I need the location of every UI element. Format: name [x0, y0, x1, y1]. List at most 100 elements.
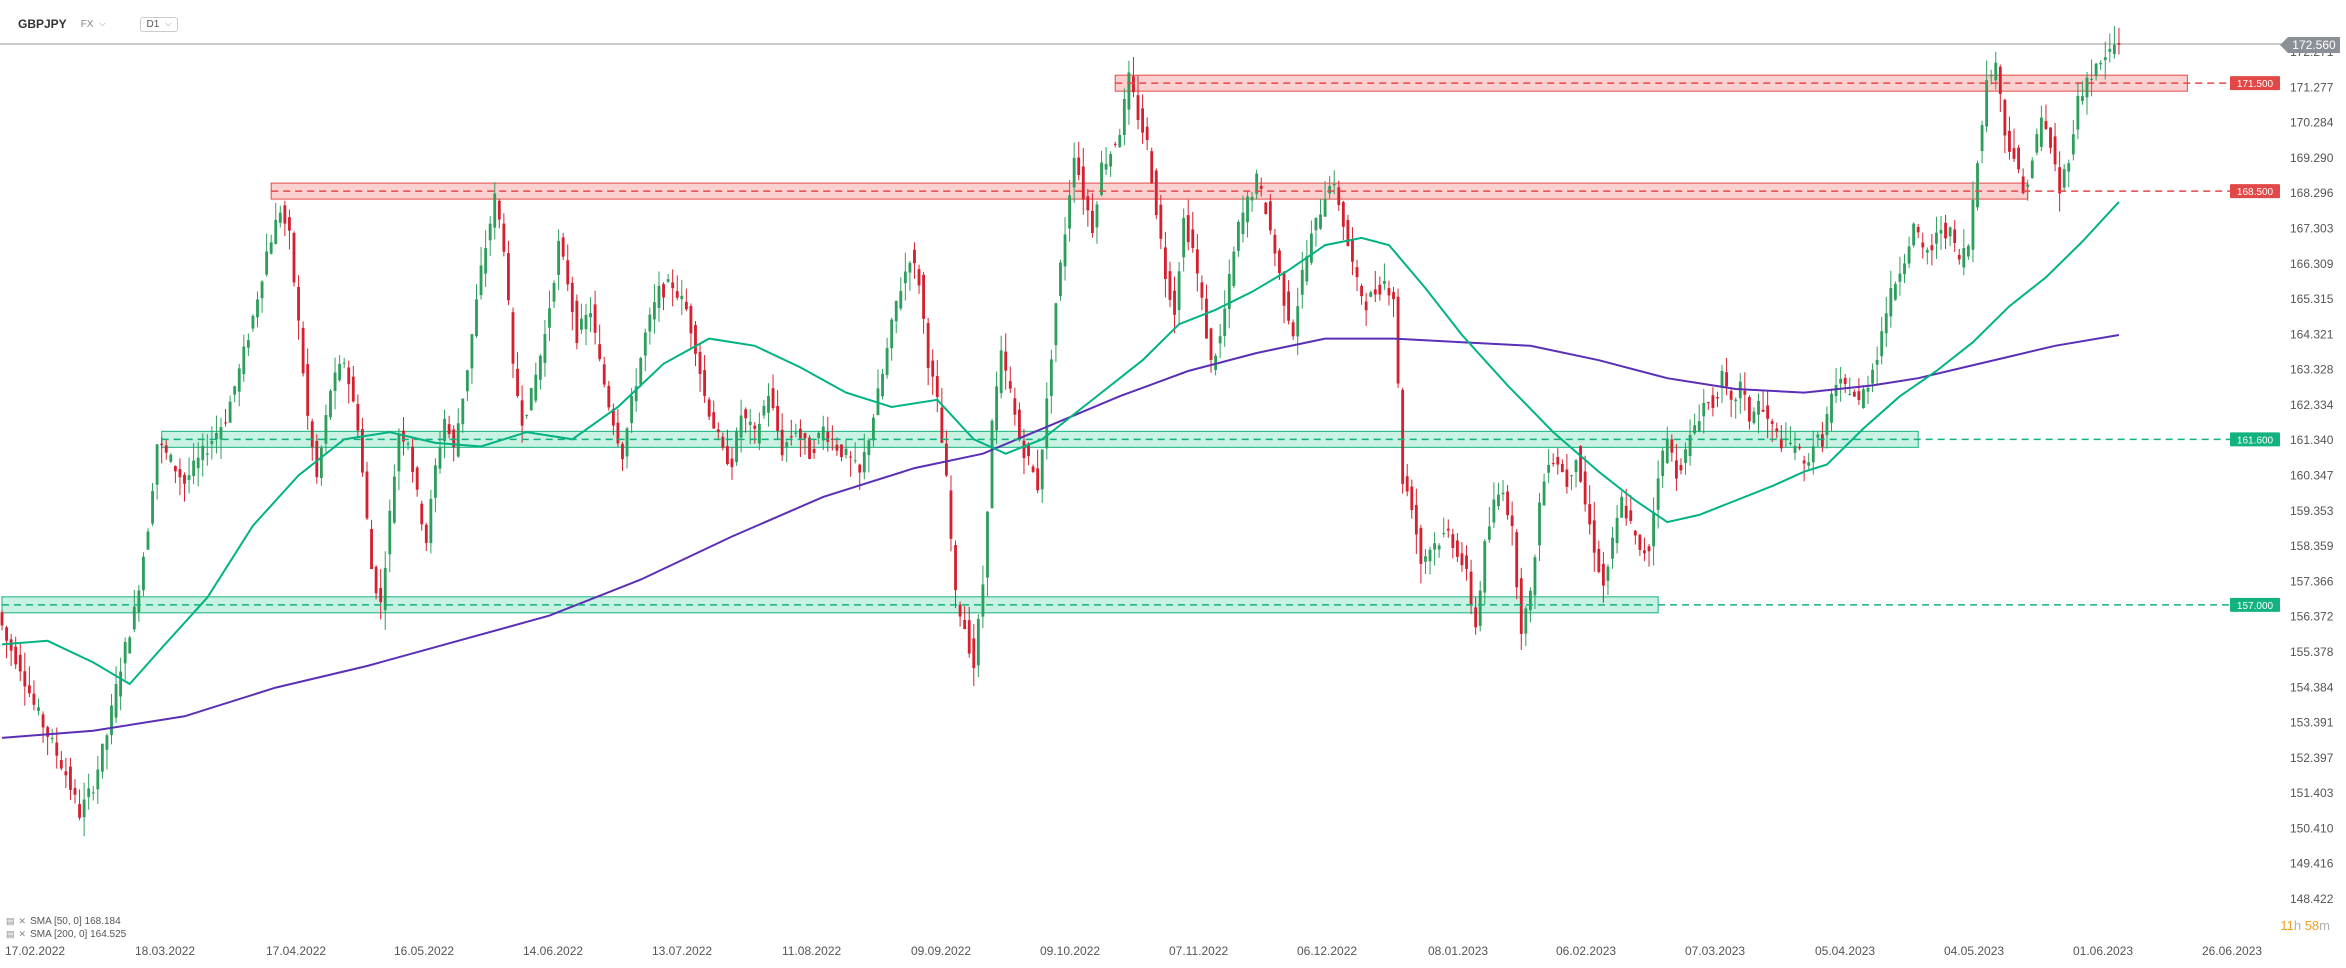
candle[interactable]: [2067, 163, 2071, 172]
candle[interactable]: [1875, 359, 1879, 365]
candle[interactable]: [1487, 526, 1491, 540]
candle[interactable]: [1305, 256, 1309, 282]
candle[interactable]: [1816, 434, 1820, 438]
candle[interactable]: [931, 360, 935, 377]
candle[interactable]: [5, 627, 8, 641]
candle[interactable]: [1770, 421, 1774, 424]
candle[interactable]: [853, 460, 857, 462]
candle[interactable]: [215, 433, 218, 440]
candle[interactable]: [1341, 202, 1345, 227]
candle[interactable]: [219, 427, 223, 440]
candle[interactable]: [142, 556, 145, 591]
candle[interactable]: [703, 370, 707, 396]
candle[interactable]: [949, 490, 953, 539]
candle[interactable]: [59, 760, 63, 769]
candle[interactable]: [1716, 397, 1719, 399]
candle[interactable]: [529, 388, 533, 411]
candle[interactable]: [1223, 308, 1227, 337]
candle[interactable]: [415, 467, 419, 490]
candle[interactable]: [1921, 242, 1925, 248]
candle[interactable]: [666, 279, 670, 282]
candle[interactable]: [662, 284, 665, 298]
candle[interactable]: [475, 299, 478, 337]
candle[interactable]: [1036, 468, 1040, 491]
candle[interactable]: [1729, 390, 1733, 400]
resistance-level-tag[interactable]: [2230, 76, 2280, 91]
candle[interactable]: [1775, 428, 1779, 432]
candle[interactable]: [1948, 227, 1952, 237]
candle[interactable]: [1998, 66, 2002, 95]
candle[interactable]: [1524, 608, 1528, 634]
candle[interactable]: [580, 318, 583, 330]
candle[interactable]: [2021, 176, 2025, 194]
candle[interactable]: [169, 454, 173, 462]
candle[interactable]: [2112, 44, 2116, 55]
candle[interactable]: [1925, 249, 1929, 253]
candle[interactable]: [1533, 557, 1537, 596]
candle[interactable]: [41, 714, 45, 728]
symbol-label[interactable]: GBPJPY: [18, 17, 67, 31]
candle[interactable]: [735, 430, 738, 463]
current-price-tag[interactable]: [2280, 37, 2340, 54]
candle[interactable]: [1862, 389, 1865, 409]
candle[interactable]: [1118, 134, 1122, 147]
candle[interactable]: [543, 333, 547, 364]
candle[interactable]: [689, 306, 693, 334]
candle[interactable]: [1017, 409, 1021, 440]
candle[interactable]: [1807, 462, 1811, 466]
candle[interactable]: [1528, 590, 1532, 611]
candle[interactable]: [497, 200, 501, 220]
candle[interactable]: [1218, 336, 1222, 344]
candle[interactable]: [753, 425, 757, 429]
candle[interactable]: [1401, 389, 1405, 484]
candle[interactable]: [246, 340, 250, 348]
candle[interactable]: [274, 219, 278, 244]
candle[interactable]: [881, 373, 884, 397]
candle[interactable]: [173, 465, 177, 472]
candle[interactable]: [82, 799, 86, 818]
candle[interactable]: [324, 415, 328, 444]
candle[interactable]: [808, 437, 811, 459]
candle[interactable]: [593, 304, 597, 333]
candle[interactable]: [196, 457, 200, 469]
candle[interactable]: [447, 424, 451, 434]
candle[interactable]: [548, 308, 551, 328]
candle[interactable]: [1506, 491, 1509, 516]
candle[interactable]: [621, 443, 624, 460]
candle[interactable]: [862, 451, 866, 473]
candle[interactable]: [1638, 534, 1642, 550]
candle[interactable]: [50, 738, 54, 740]
candle[interactable]: [310, 421, 314, 447]
candle[interactable]: [1369, 292, 1373, 297]
candle[interactable]: [602, 364, 606, 385]
candle[interactable]: [511, 312, 515, 364]
candle[interactable]: [607, 385, 611, 408]
candle[interactable]: [1834, 384, 1838, 397]
candle[interactable]: [1597, 548, 1601, 573]
candle[interactable]: [78, 804, 81, 818]
candle[interactable]: [1323, 199, 1327, 217]
candle[interactable]: [2062, 169, 2066, 188]
candle[interactable]: [1766, 405, 1770, 419]
candle[interactable]: [1392, 292, 1395, 300]
candle[interactable]: [155, 444, 159, 485]
candle[interactable]: [228, 401, 232, 423]
candle[interactable]: [105, 735, 109, 750]
candle[interactable]: [1027, 443, 1030, 457]
candle[interactable]: [1141, 108, 1145, 133]
candle[interactable]: [1022, 440, 1026, 459]
candle[interactable]: [333, 372, 337, 391]
candle[interactable]: [1798, 446, 1801, 449]
candle[interactable]: [757, 423, 761, 444]
candle[interactable]: [2071, 134, 2075, 155]
candle[interactable]: [502, 223, 506, 252]
candle[interactable]: [771, 388, 775, 408]
candle[interactable]: [0, 612, 4, 626]
candle[interactable]: [1077, 157, 1081, 175]
candle[interactable]: [1907, 246, 1911, 264]
candle[interactable]: [999, 350, 1003, 394]
candle[interactable]: [1433, 543, 1437, 550]
candle[interactable]: [461, 398, 465, 425]
candle[interactable]: [100, 743, 104, 772]
